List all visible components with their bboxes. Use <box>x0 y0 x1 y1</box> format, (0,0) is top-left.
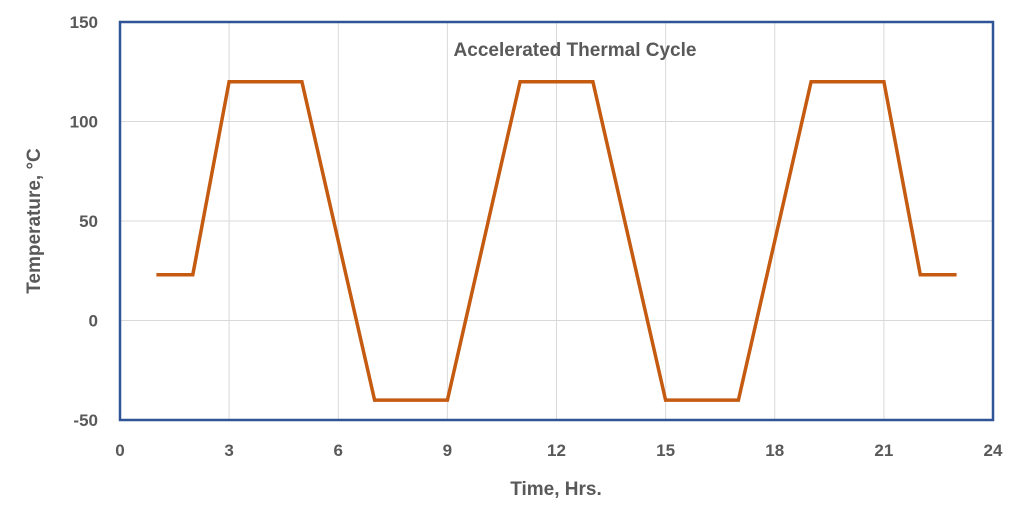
chart-title: Accelerated Thermal Cycle <box>454 40 697 61</box>
x-tick-label: 9 <box>443 441 452 460</box>
x-axis-title: Time, Hrs. <box>510 479 602 500</box>
x-tick-label: 24 <box>984 441 1003 460</box>
x-tick-labels: 0 3 6 9 12 15 18 21 24 <box>115 441 1003 460</box>
x-tick-label: 0 <box>115 441 124 460</box>
y-tick-label: 150 <box>70 13 98 32</box>
y-tick-label: 50 <box>79 212 98 231</box>
x-tick-label: 18 <box>765 441 784 460</box>
y-tick-labels: -50 0 50 100 150 <box>70 13 98 430</box>
x-tick-label: 15 <box>656 441 675 460</box>
x-tick-label: 12 <box>547 441 566 460</box>
x-tick-label: 21 <box>874 441 893 460</box>
x-tick-label: 6 <box>334 441 343 460</box>
y-tick-label: 0 <box>89 312 98 331</box>
plot-area-border <box>118 20 995 422</box>
y-tick-label: -50 <box>73 411 98 430</box>
series-line-temperature <box>156 79 957 402</box>
y-tick-label: 100 <box>70 113 98 132</box>
x-tick-label: 3 <box>224 441 233 460</box>
y-axis-title: Temperature, °C <box>24 148 45 294</box>
